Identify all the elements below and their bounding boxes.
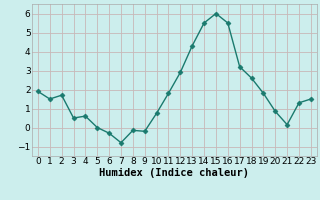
X-axis label: Humidex (Indice chaleur): Humidex (Indice chaleur)	[100, 168, 249, 178]
